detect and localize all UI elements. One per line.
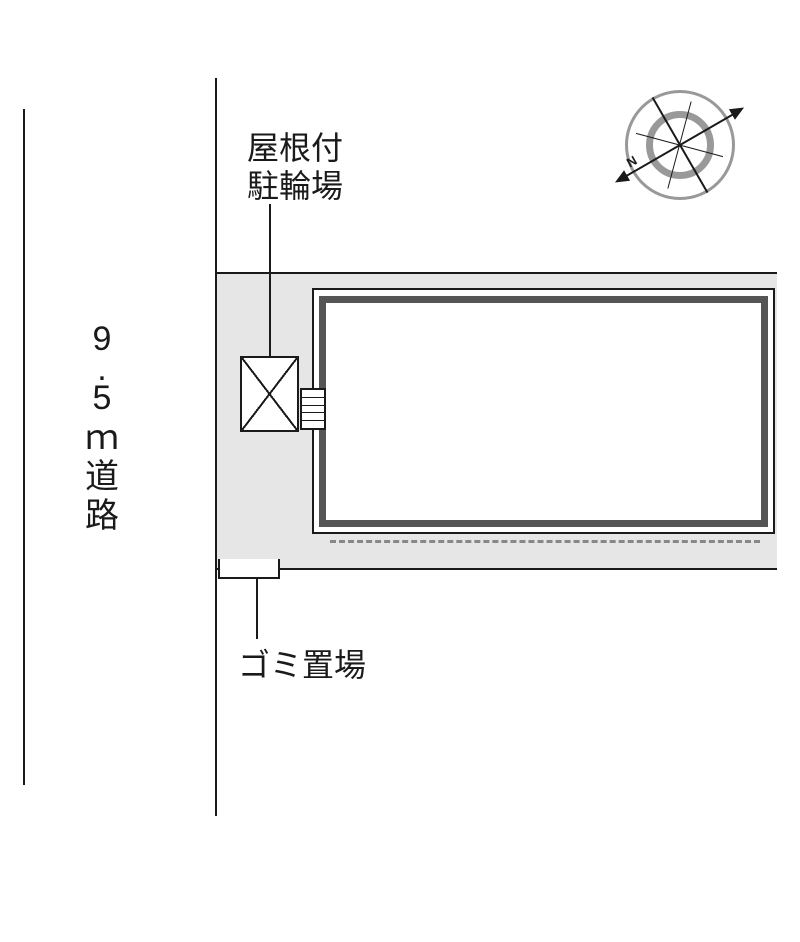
- road-char: .: [97, 359, 106, 379]
- bike-parking-label-line2: 駐輪場: [247, 161, 343, 207]
- setback-line: [330, 540, 760, 543]
- road-edge-line: [23, 109, 25, 785]
- road-char: 路: [85, 497, 119, 536]
- building-wall: [319, 296, 768, 527]
- road-char: ｍ: [85, 419, 119, 458]
- trash-leader: [256, 579, 258, 639]
- site-plan: 9 . 5 ｍ 道 路 屋根付 駐輪場 ゴミ置場: [0, 0, 800, 942]
- road-width-label: 9 . 5 ｍ 道 路: [85, 320, 119, 536]
- compass-n-arrowhead: [729, 102, 747, 119]
- road-char: 5: [93, 379, 112, 418]
- road-char: 道: [85, 458, 119, 497]
- trash-area: [218, 559, 280, 579]
- bike-parking-area: [240, 356, 299, 432]
- stairs-icon: [300, 388, 326, 430]
- trash-label: ゴミ置場: [238, 640, 366, 686]
- bike-parking-leader: [269, 204, 271, 356]
- compass-icon: N: [625, 90, 735, 200]
